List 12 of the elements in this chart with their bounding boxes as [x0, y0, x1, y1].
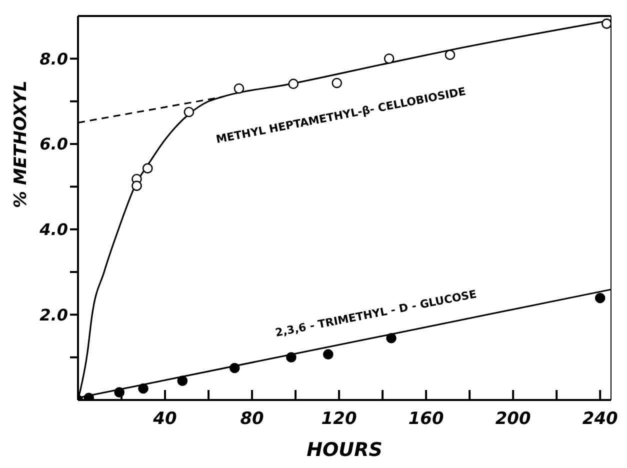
y-tick-label: 6.0 — [40, 134, 68, 154]
x-tick-label: 80 — [240, 409, 264, 430]
x-axis-title: HOURS — [306, 439, 382, 461]
y-tick-label: 2.0 — [40, 305, 68, 324]
x-tick-label: 160 — [408, 409, 444, 430]
x-tick-label: 120 — [321, 409, 357, 430]
y-tick-label: 8.0 — [40, 49, 68, 68]
x-tick-label: 200 — [495, 409, 532, 430]
x-tick-label: 40 — [152, 409, 178, 430]
y-tick-label: 4.0 — [38, 220, 68, 240]
y-axis-title: % METHOXYL — [11, 80, 32, 208]
x-tick-label: 240 — [582, 409, 618, 430]
